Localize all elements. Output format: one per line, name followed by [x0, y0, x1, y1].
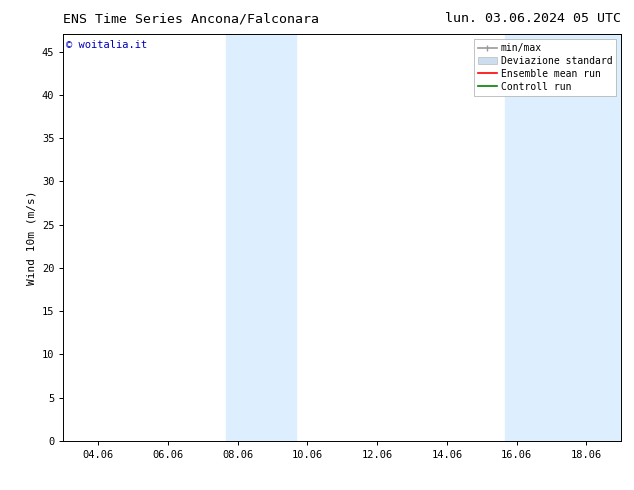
Text: © woitalia.it: © woitalia.it — [66, 40, 148, 50]
Bar — [226, 34, 296, 441]
Bar — [505, 34, 621, 441]
Text: ENS Time Series Ancona/Falconara: ENS Time Series Ancona/Falconara — [63, 12, 320, 25]
Legend: min/max, Deviazione standard, Ensemble mean run, Controll run: min/max, Deviazione standard, Ensemble m… — [474, 39, 616, 96]
Y-axis label: Wind 10m (m/s): Wind 10m (m/s) — [27, 191, 36, 285]
Text: lun. 03.06.2024 05 UTC: lun. 03.06.2024 05 UTC — [445, 12, 621, 25]
